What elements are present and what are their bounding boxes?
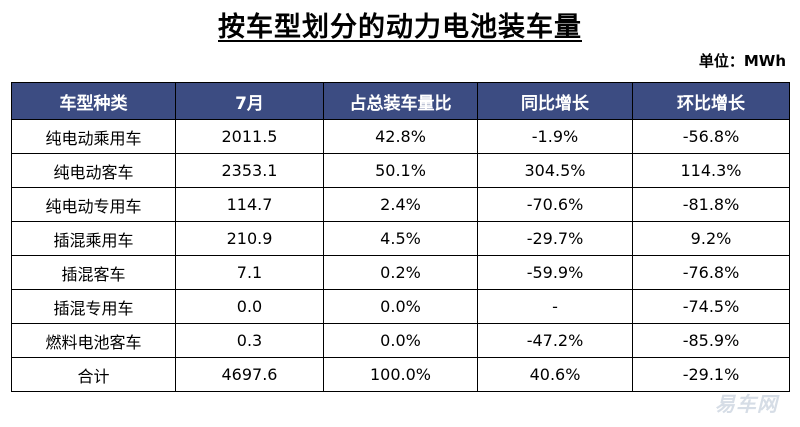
cell-mom: 9.2%: [632, 221, 790, 256]
table-row: 插混专用车 0.0 0.0% - -74.5%: [11, 289, 790, 324]
cell-mom: -74.5%: [632, 289, 790, 324]
cell-yoy: 40.6%: [477, 357, 633, 392]
cell-yoy: -29.7%: [477, 221, 633, 256]
cell-share: 4.5%: [323, 221, 478, 256]
table-row: 插混乘用车 210.9 4.5% -29.7% 9.2%: [11, 221, 790, 256]
cell-july: 114.7: [175, 187, 324, 222]
cell-share: 0.0%: [323, 323, 478, 358]
header-july: 7月: [175, 82, 324, 120]
cell-share: 100.0%: [323, 357, 478, 392]
cell-yoy: 304.5%: [477, 153, 633, 188]
cell-mom: -85.9%: [632, 323, 790, 358]
cell-yoy: -: [477, 289, 633, 324]
table-row: 插混客车 7.1 0.2% -59.9% -76.8%: [11, 255, 790, 290]
cell-vehicle-type: 燃料电池客车: [11, 323, 176, 358]
table-row: 燃料电池客车 0.3 0.0% -47.2% -85.9%: [11, 323, 790, 358]
page-title-text: 按车型划分的动力电池装车量: [218, 12, 582, 43]
table-row: 纯电动专用车 114.7 2.4% -70.6% -81.8%: [11, 187, 790, 222]
cell-yoy: -1.9%: [477, 119, 633, 154]
header-mom: 环比增长: [632, 82, 790, 120]
cell-july: 2353.1: [175, 153, 324, 188]
cell-mom: -76.8%: [632, 255, 790, 290]
cell-july: 0.0: [175, 289, 324, 324]
header-yoy: 同比增长: [477, 82, 633, 120]
cell-mom: -81.8%: [632, 187, 790, 222]
header-vehicle-type: 车型种类: [11, 82, 176, 120]
cell-july: 7.1: [175, 255, 324, 290]
battery-table: 车型种类 7月 占总装车量比 同比增长 环比增长 纯电动乘用车 2011.5 4…: [11, 82, 790, 392]
page-title: 按车型划分的动力电池装车量: [0, 10, 800, 46]
cell-july: 2011.5: [175, 119, 324, 154]
cell-share: 2.4%: [323, 187, 478, 222]
cell-july: 210.9: [175, 221, 324, 256]
cell-july: 4697.6: [175, 357, 324, 392]
watermark-logo: 易车网: [715, 392, 778, 416]
table-header-row: 车型种类 7月 占总装车量比 同比增长 环比增长: [11, 82, 790, 120]
cell-share: 0.0%: [323, 289, 478, 324]
cell-mom: 114.3%: [632, 153, 790, 188]
cell-mom: -29.1%: [632, 357, 790, 392]
cell-vehicle-type: 插混客车: [11, 255, 176, 290]
cell-vehicle-type: 插混乘用车: [11, 221, 176, 256]
table-total-row: 合计 4697.6 100.0% 40.6% -29.1%: [11, 357, 790, 392]
cell-yoy: -47.2%: [477, 323, 633, 358]
unit-label: 单位：MWh: [698, 52, 786, 70]
cell-vehicle-type: 合计: [11, 357, 176, 392]
cell-yoy: -70.6%: [477, 187, 633, 222]
table-row: 纯电动客车 2353.1 50.1% 304.5% 114.3%: [11, 153, 790, 188]
cell-share: 42.8%: [323, 119, 478, 154]
header-share: 占总装车量比: [323, 82, 478, 120]
table-row: 纯电动乘用车 2011.5 42.8% -1.9% -56.8%: [11, 119, 790, 154]
cell-vehicle-type: 纯电动客车: [11, 153, 176, 188]
cell-vehicle-type: 插混专用车: [11, 289, 176, 324]
cell-yoy: -59.9%: [477, 255, 633, 290]
cell-share: 0.2%: [323, 255, 478, 290]
cell-vehicle-type: 纯电动专用车: [11, 187, 176, 222]
cell-july: 0.3: [175, 323, 324, 358]
cell-share: 50.1%: [323, 153, 478, 188]
cell-mom: -56.8%: [632, 119, 790, 154]
cell-vehicle-type: 纯电动乘用车: [11, 119, 176, 154]
